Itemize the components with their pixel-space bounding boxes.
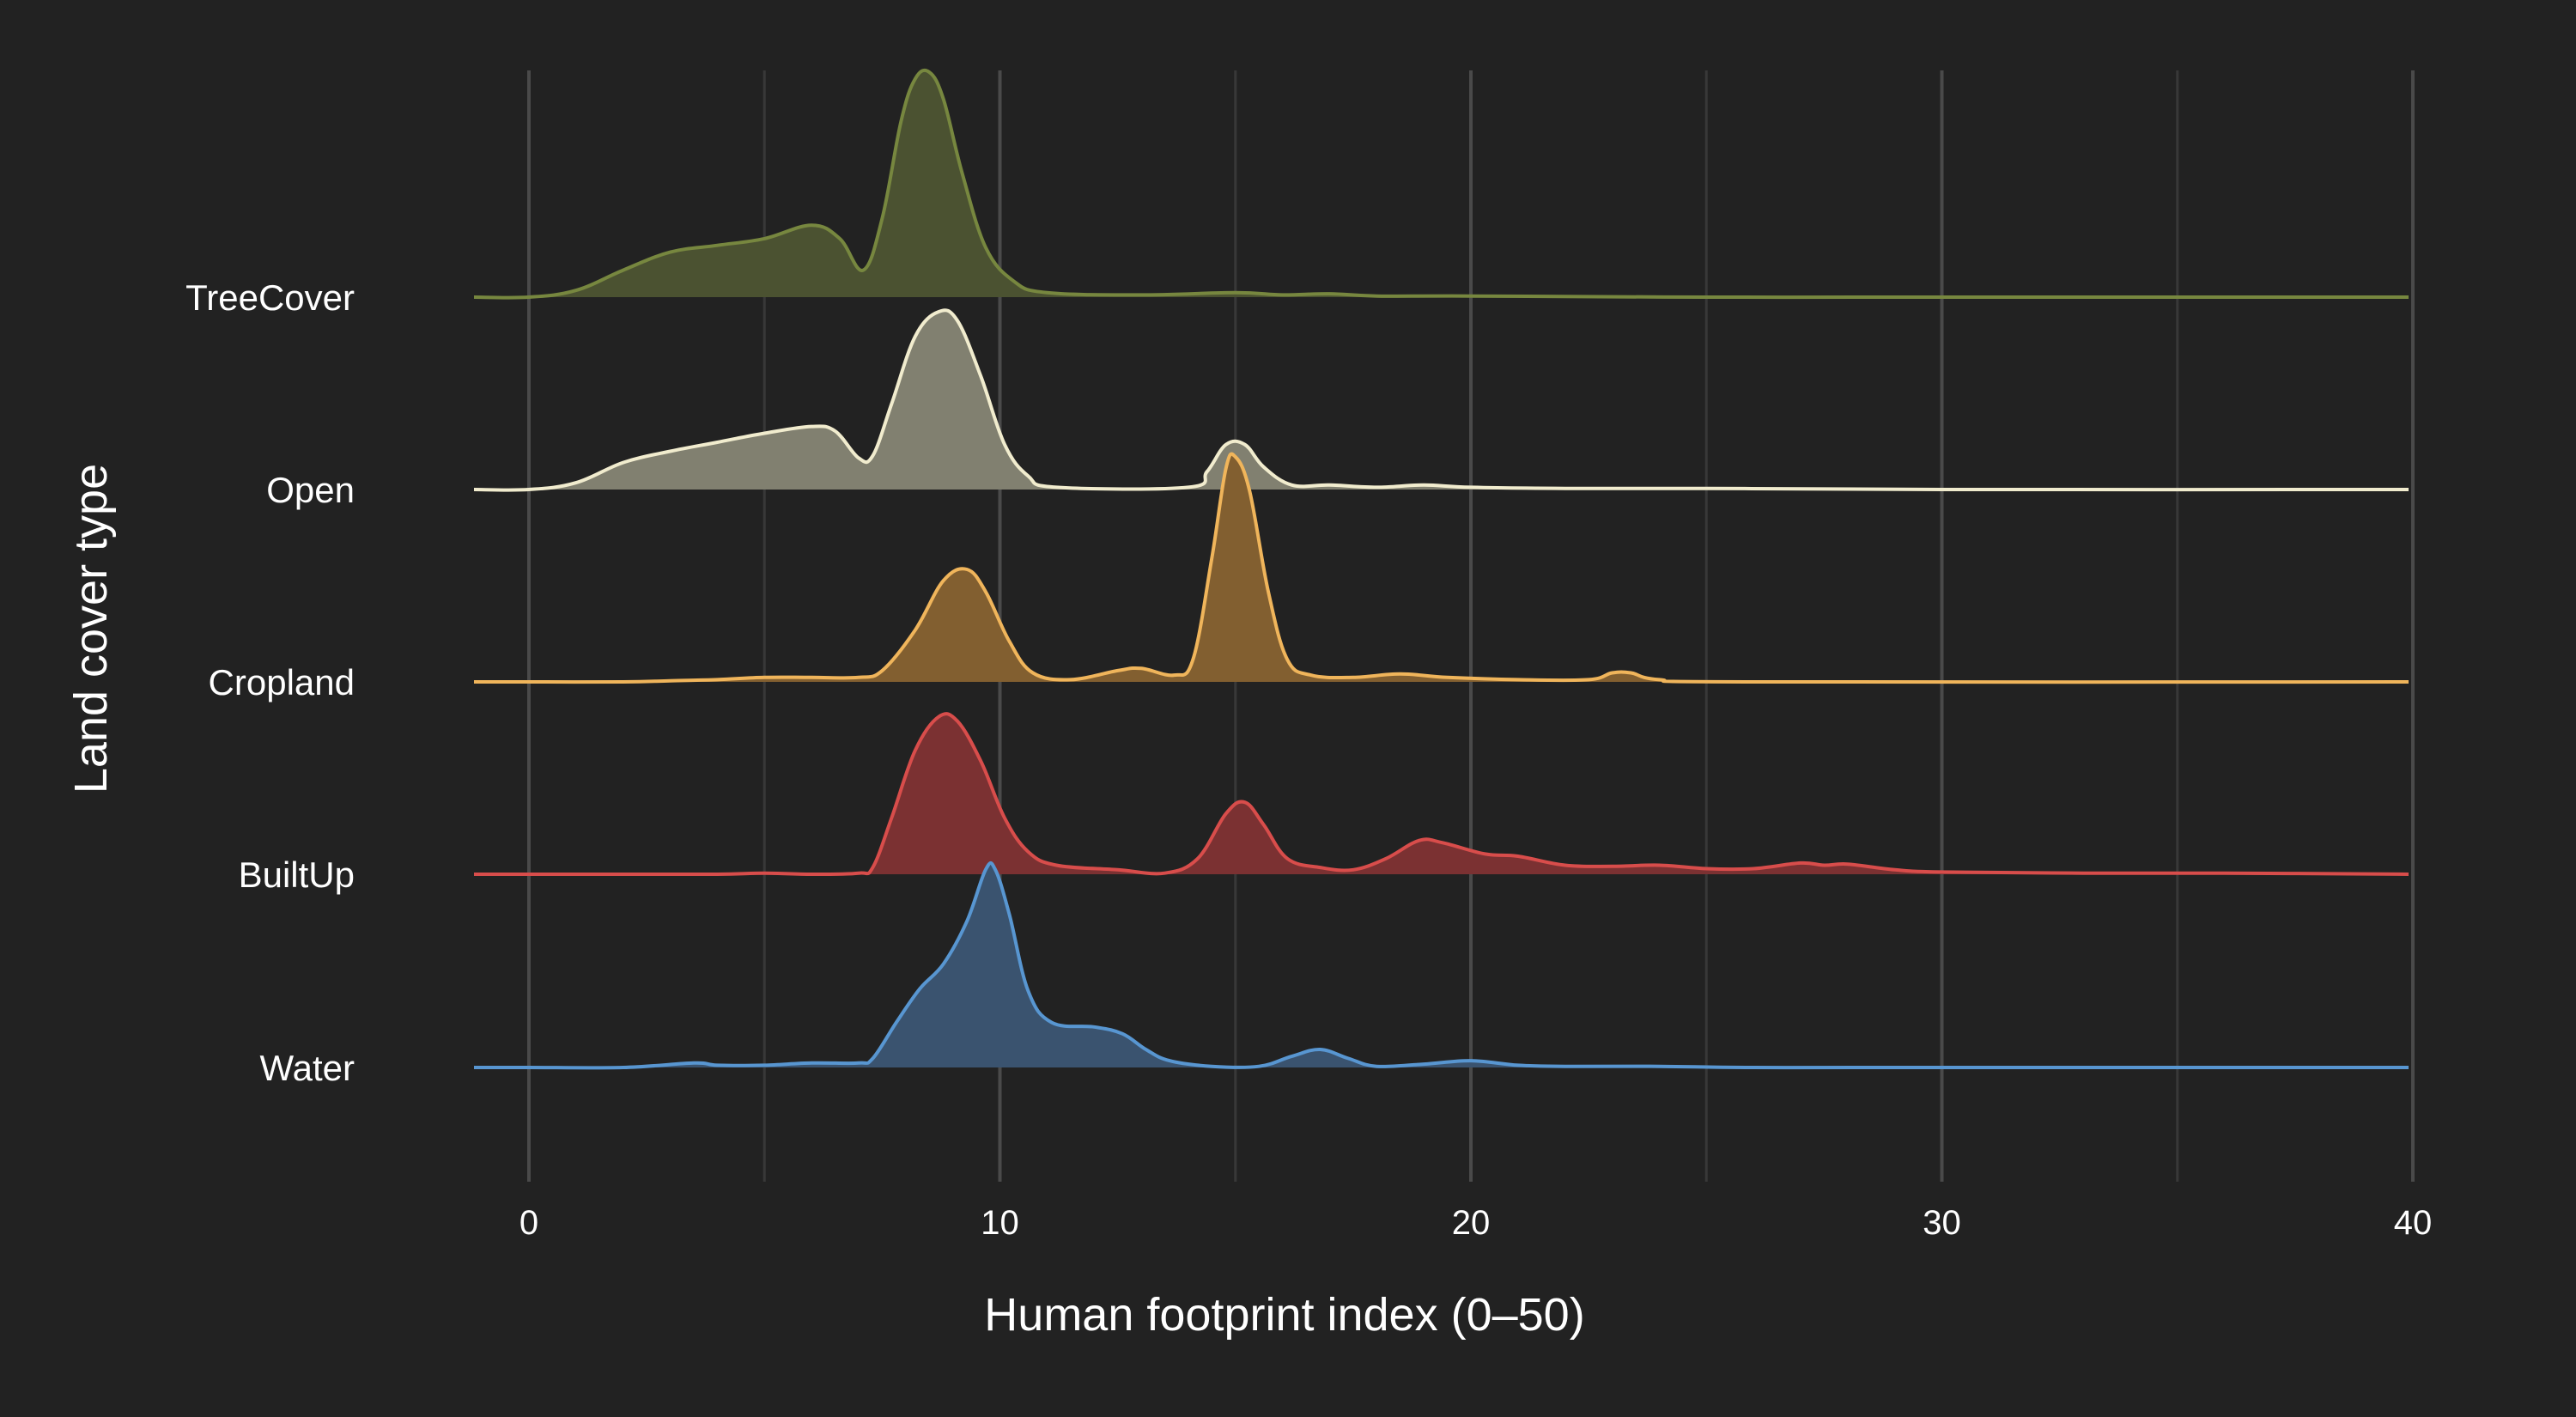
ridge-area-treecover — [474, 70, 2409, 298]
row-label-treecover: TreeCover — [185, 277, 355, 318]
row-labels: TreeCover Open Cropland BuiltUp Water — [185, 277, 355, 1088]
ridge-area-open — [474, 310, 2409, 490]
ridge-cropland — [474, 452, 2409, 684]
ridge-builtup — [473, 712, 2409, 877]
row-label-open: Open — [266, 470, 355, 510]
row-label-builtup: BuiltUp — [239, 854, 355, 895]
ridge-area-builtup — [474, 714, 2409, 875]
x-tick-label: 30 — [1923, 1204, 1961, 1242]
row-label-water: Water — [260, 1048, 355, 1088]
x-tick-labels: 0 10 20 30 40 — [519, 1204, 2432, 1242]
ridge-line-water — [473, 861, 2409, 1070]
x-tick-label: 20 — [1452, 1204, 1491, 1242]
row-label-cropland: Cropland — [209, 662, 355, 702]
x-axis-title: Human footprint index (0–50) — [984, 1289, 1584, 1341]
x-tick-label: 0 — [519, 1204, 538, 1242]
x-tick-label: 10 — [981, 1204, 1019, 1242]
ridge-line-treecover — [473, 68, 2409, 300]
ridges — [473, 68, 2409, 1070]
ridge-area-water — [474, 862, 2409, 1068]
ridge-line-open — [473, 308, 2409, 492]
ridge-area-cropland — [474, 453, 2409, 683]
ridge-open — [473, 308, 2409, 492]
y-axis-title: Land cover type — [65, 464, 117, 794]
x-tick-label: 40 — [2394, 1204, 2433, 1242]
ridge-water — [473, 861, 2409, 1070]
ridge-line-cropland — [474, 452, 2409, 684]
ridge-line-builtup — [473, 712, 2409, 877]
ridge-treecover — [473, 68, 2409, 300]
